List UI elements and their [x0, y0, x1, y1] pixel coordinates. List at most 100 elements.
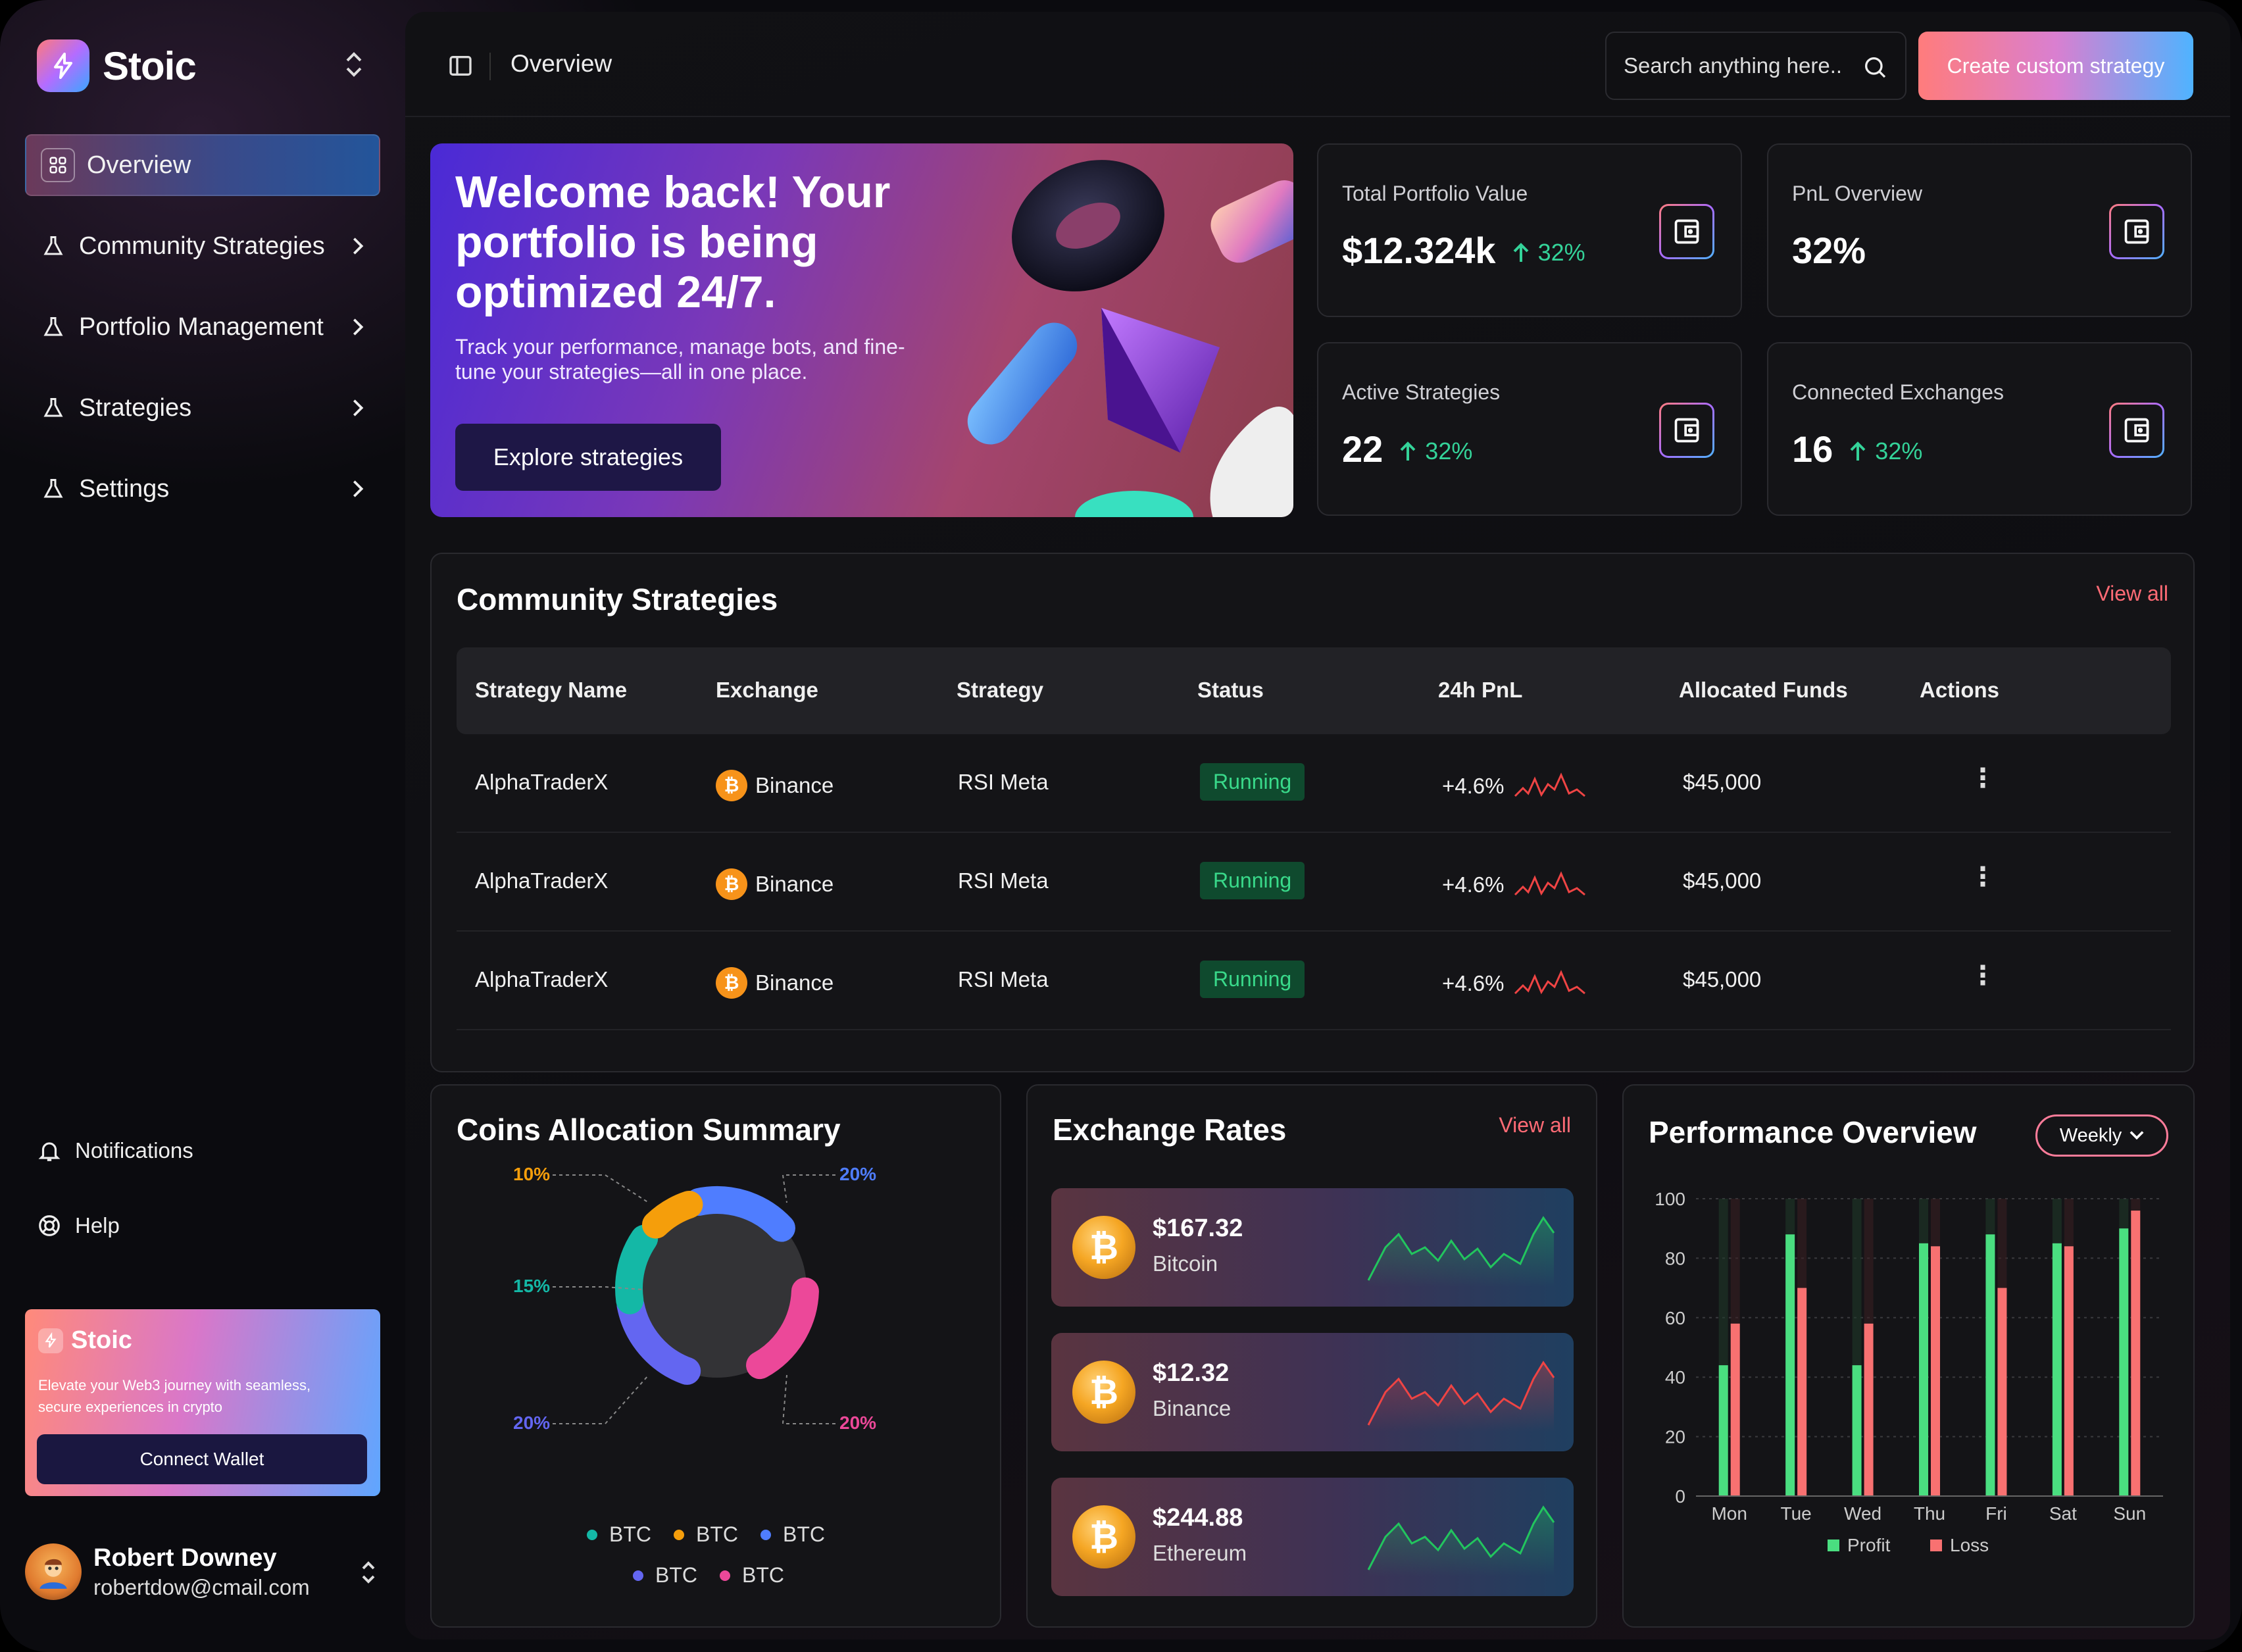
stat-value: $12.324k [1342, 230, 1496, 271]
donut-slice[interactable] [615, 1224, 659, 1314]
panel-title: Coins Allocation Summary [457, 1113, 841, 1147]
profit-bar[interactable] [2119, 1228, 2129, 1496]
welcome-banner: Welcome back! Your portfolio is being op… [430, 143, 1293, 517]
stat-change: 32% [1425, 438, 1473, 464]
allocation-donut-chart: 20% 20% 20% 15% 10% [513, 1164, 876, 1433]
sidebar-item-portfolio-management[interactable]: Portfolio Management [25, 296, 380, 358]
loss-bar[interactable] [1797, 1288, 1807, 1496]
workspace-switch-icon[interactable] [342, 51, 366, 81]
loss-bar[interactable] [2131, 1211, 2141, 1496]
pnl-sparkline [1514, 970, 1585, 995]
sidebar-item-overview[interactable]: Overview [25, 134, 380, 196]
pnl-value: +4.6% [1442, 971, 1505, 995]
panel-title: Community Strategies [457, 582, 778, 616]
donut-label: 20% [839, 1164, 876, 1184]
strategy-type: RSI Meta [958, 770, 1049, 794]
sidebar-item-help[interactable]: Help [37, 1213, 120, 1238]
promo-text: Elevate your Web3 journey with seamless,… [38, 1377, 311, 1415]
x-tick-label: Thu [1914, 1503, 1945, 1524]
pnl-value: +4.6% [1442, 774, 1505, 798]
wallet-icon[interactable] [2109, 204, 2164, 259]
arrow-up-icon [1850, 441, 1866, 461]
profit-bar[interactable] [1985, 1234, 1995, 1496]
wallet-icon[interactable] [1659, 204, 1714, 259]
rate-price: $244.88 [1153, 1504, 1243, 1532]
donut-label: 20% [513, 1413, 550, 1433]
binance-coin-icon: ₿ [716, 868, 747, 900]
wallet-icon[interactable] [1659, 403, 1714, 458]
app-logo[interactable]: Stoic [37, 39, 197, 92]
profit-bar[interactable] [1718, 1365, 1728, 1496]
sidebar: Stoic Overview Community Strategies Port… [0, 0, 405, 1652]
legend-item: BTC [760, 1522, 825, 1547]
table-row[interactable]: AlphaTraderX ₿ Binance RSI Meta Running +… [457, 734, 2171, 833]
legend-item: BTC [674, 1522, 738, 1547]
exchange-name: Binance [755, 872, 834, 896]
allocated-funds: $45,000 [1683, 967, 1762, 991]
ethereum-coin-icon: ₿ [1072, 1505, 1135, 1568]
stat-card-pnl: PnL Overview 32% [1767, 143, 2192, 317]
table-row[interactable]: AlphaTraderX ₿ Binance RSI Meta Running +… [457, 932, 2171, 1030]
search-input[interactable]: Search anything here.. [1605, 32, 1906, 100]
stat-card-total-portfolio: Total Portfolio Value $12.324k 32% [1317, 143, 1742, 317]
profit-bar[interactable] [1785, 1234, 1795, 1496]
user-profile[interactable]: Robert Downey robertdow@cmail.com [25, 1543, 310, 1600]
sidebar-item-label: Strategies [79, 393, 192, 422]
create-custom-strategy-button[interactable]: Create custom strategy [1918, 32, 2193, 100]
exchange-rate-card[interactable]: ₿ $167.32 Bitcoin [1051, 1188, 1574, 1307]
sidebar-item-notifications[interactable]: Notifications [37, 1138, 193, 1163]
sidebar-item-community-strategies[interactable]: Community Strategies [25, 215, 380, 277]
period-dropdown[interactable]: Weekly [2035, 1114, 2168, 1157]
arrow-up-icon [1513, 243, 1528, 262]
view-all-link[interactable]: View all [1499, 1113, 1571, 1137]
more-actions-icon[interactable]: ⋮ [1970, 863, 1996, 891]
profit-bar[interactable] [1852, 1365, 1862, 1496]
status-badge: Running [1200, 862, 1305, 899]
rate-price: $167.32 [1153, 1214, 1243, 1242]
more-actions-icon[interactable]: ⋮ [1970, 961, 1996, 990]
search-placeholder: Search anything here.. [1624, 53, 1843, 78]
flask-icon [39, 475, 67, 503]
account-switch-icon[interactable] [359, 1559, 378, 1589]
loss-bar[interactable] [1864, 1323, 1874, 1496]
chevron-down-icon [2130, 1131, 2144, 1140]
hero-title: Welcome back! Your portfolio is being op… [455, 167, 891, 317]
y-tick-label: 80 [1665, 1248, 1685, 1268]
donut-slice[interactable] [616, 1291, 701, 1385]
donut-label: 10% [513, 1164, 550, 1184]
strategy-name: AlphaTraderX [475, 967, 609, 991]
donut-slice[interactable] [641, 1190, 703, 1239]
sidebar-toggle-icon[interactable] [447, 53, 474, 79]
y-tick-label: 20 [1665, 1427, 1685, 1447]
profit-bar[interactable] [1919, 1243, 1928, 1496]
donut-slice[interactable] [746, 1277, 819, 1380]
sidebar-item-label: Help [75, 1213, 120, 1238]
loss-bar[interactable] [1997, 1288, 2007, 1496]
sidebar-item-strategies[interactable]: Strategies [25, 377, 380, 439]
legend-item: BTC [587, 1522, 651, 1547]
connect-wallet-button[interactable]: Connect Wallet [37, 1434, 367, 1484]
loss-bar[interactable] [1931, 1246, 1940, 1496]
more-actions-icon[interactable]: ⋮ [1970, 764, 1996, 793]
sidebar-item-label: Overview [87, 151, 191, 179]
wallet-icon[interactable] [2109, 403, 2164, 458]
view-all-link[interactable]: View all [2096, 582, 2168, 605]
sidebar-item-settings[interactable]: Settings [25, 458, 380, 520]
y-tick-label: 40 [1665, 1367, 1685, 1388]
loss-bar[interactable] [2064, 1246, 2074, 1496]
profit-bar[interactable] [2052, 1243, 2062, 1496]
logo-icon [37, 39, 89, 92]
column-header: Status [1197, 678, 1264, 702]
legend-item: BTC [633, 1563, 697, 1588]
loss-bar[interactable] [1730, 1323, 1740, 1496]
exchange-rate-card[interactable]: ₿ $244.88 Ethereum [1051, 1478, 1574, 1596]
user-name: Robert Downey [93, 1543, 277, 1572]
explore-strategies-button[interactable]: Explore strategies [455, 424, 721, 491]
donut-slice[interactable] [685, 1186, 795, 1242]
exchange-rate-card[interactable]: ₿ $12.32 Binance [1051, 1333, 1574, 1451]
stat-label: Connected Exchanges [1792, 380, 2004, 404]
stat-change: 32% [1537, 239, 1585, 266]
table-row[interactable]: AlphaTraderX ₿ Binance RSI Meta Running +… [457, 833, 2171, 932]
donut-leader-line [553, 1374, 649, 1424]
